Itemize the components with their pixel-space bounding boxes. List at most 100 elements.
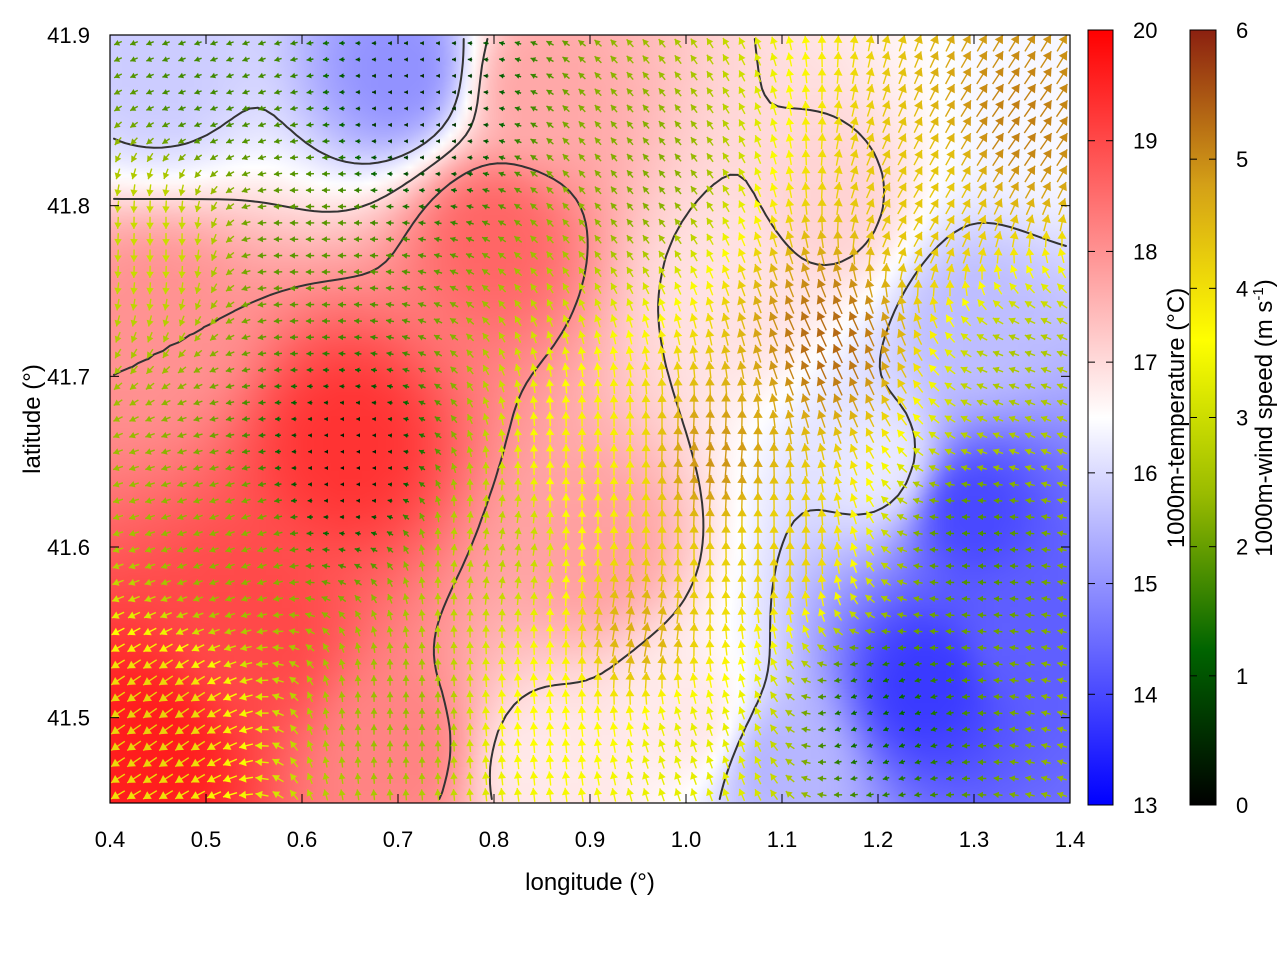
wind-arrow bbox=[722, 755, 730, 769]
wind-arrow bbox=[466, 657, 474, 671]
wind-arrow bbox=[306, 772, 314, 785]
wind-arrow bbox=[514, 787, 522, 802]
wind-arrow bbox=[818, 742, 826, 749]
wind-arrow bbox=[255, 741, 269, 750]
wind-arrow bbox=[370, 708, 378, 719]
wind-arrow bbox=[126, 659, 142, 669]
wind-arrow bbox=[418, 773, 426, 784]
wind-arrow bbox=[224, 611, 236, 619]
wind-arrow bbox=[289, 773, 299, 784]
wind-arrow bbox=[402, 642, 410, 654]
wind-arrow bbox=[289, 740, 299, 751]
wind-arrow bbox=[498, 657, 506, 671]
wind-arrow bbox=[190, 757, 206, 767]
wind-arrow bbox=[850, 726, 858, 732]
wind-arrow bbox=[658, 739, 666, 753]
wind-arrow bbox=[338, 772, 346, 785]
wind-arrow bbox=[513, 673, 523, 688]
wind-arrow bbox=[207, 660, 221, 668]
wind-arrow bbox=[321, 611, 331, 619]
wind-arrow bbox=[418, 593, 426, 605]
wind-arrow bbox=[386, 609, 394, 621]
wind-arrow bbox=[354, 724, 362, 735]
wind-arrow bbox=[753, 623, 763, 640]
wind-arrow bbox=[930, 693, 938, 700]
wind-arrow bbox=[142, 659, 158, 669]
wind-arrow bbox=[144, 595, 156, 603]
wind-arrow bbox=[354, 773, 362, 784]
wind-arrow bbox=[930, 726, 938, 732]
wind-arrow bbox=[738, 722, 746, 736]
wind-arrow bbox=[770, 657, 778, 671]
wind-arrow bbox=[175, 627, 189, 635]
wind-arrow bbox=[386, 789, 394, 801]
wind-arrow bbox=[577, 689, 587, 705]
wind-arrow bbox=[898, 791, 906, 798]
wind-arrow bbox=[769, 773, 779, 784]
wind-arrow bbox=[737, 640, 747, 656]
wind-arrow bbox=[658, 771, 666, 786]
wind-arrow bbox=[402, 756, 410, 768]
wind-arrow bbox=[338, 626, 346, 637]
wind-arrow bbox=[305, 628, 315, 635]
colorbar-tick-label: 20 bbox=[1133, 18, 1157, 43]
wind-arrow bbox=[913, 612, 923, 619]
wind-arrow bbox=[641, 688, 651, 705]
wind-arrow bbox=[110, 707, 126, 719]
wind-arrow bbox=[256, 644, 268, 652]
wind-arrow bbox=[191, 644, 205, 652]
wind-arrow bbox=[175, 643, 189, 652]
wind-arrow bbox=[593, 787, 602, 802]
wind-arrow bbox=[977, 661, 987, 668]
wind-arrow bbox=[753, 607, 763, 623]
wind-arrow bbox=[818, 710, 826, 716]
y-tick-label: 41.5 bbox=[47, 706, 90, 731]
wind-arrow bbox=[1009, 775, 1019, 782]
wind-arrow bbox=[593, 754, 603, 770]
wind-arrow bbox=[1025, 644, 1035, 652]
wind-arrow bbox=[593, 639, 603, 657]
wind-arrow bbox=[370, 642, 378, 654]
wind-arrow bbox=[658, 755, 666, 769]
wind-arrow bbox=[306, 756, 314, 768]
wind-arrow bbox=[801, 660, 811, 668]
wind-arrow bbox=[1025, 759, 1035, 766]
wind-arrow bbox=[1025, 677, 1035, 684]
wind-arrow bbox=[754, 756, 762, 769]
wind-arrow bbox=[370, 724, 378, 735]
wind-arrow bbox=[721, 623, 731, 640]
wind-arrow bbox=[545, 787, 555, 802]
wind-arrow bbox=[158, 675, 174, 686]
wind-arrow bbox=[545, 705, 555, 721]
wind-arrow bbox=[304, 612, 316, 619]
wind-arrow bbox=[785, 658, 795, 670]
wind-arrow bbox=[961, 628, 971, 635]
colorbar-tick-label: 3 bbox=[1236, 406, 1248, 431]
wind-arrow bbox=[545, 689, 555, 705]
wind-arrow bbox=[850, 742, 858, 748]
wind-arrow bbox=[111, 643, 125, 653]
wind-arrow bbox=[1041, 693, 1051, 701]
wind-arrow bbox=[577, 606, 587, 624]
wind-arrow bbox=[338, 740, 346, 752]
wind-arrow bbox=[482, 608, 490, 622]
x-tick-label: 1.0 bbox=[671, 827, 702, 852]
wind-arrow bbox=[206, 791, 222, 799]
wind-arrow bbox=[482, 788, 490, 802]
wind-arrow bbox=[529, 689, 539, 705]
wind-arrow bbox=[191, 627, 205, 635]
wind-arrow bbox=[240, 595, 252, 602]
wind-arrow bbox=[673, 622, 683, 641]
wind-arrow bbox=[930, 677, 938, 684]
wind-arrow bbox=[977, 693, 987, 700]
wind-arrow bbox=[272, 628, 284, 635]
wind-arrow bbox=[418, 756, 426, 768]
wind-arrow bbox=[402, 609, 410, 621]
wind-arrow bbox=[946, 775, 954, 782]
wind-arrow bbox=[355, 626, 362, 637]
wind-arrow bbox=[110, 740, 126, 751]
wind-arrow bbox=[238, 741, 254, 750]
wind-arrow bbox=[785, 692, 795, 701]
wind-arrow bbox=[306, 789, 314, 801]
wind-arrow bbox=[514, 624, 522, 639]
